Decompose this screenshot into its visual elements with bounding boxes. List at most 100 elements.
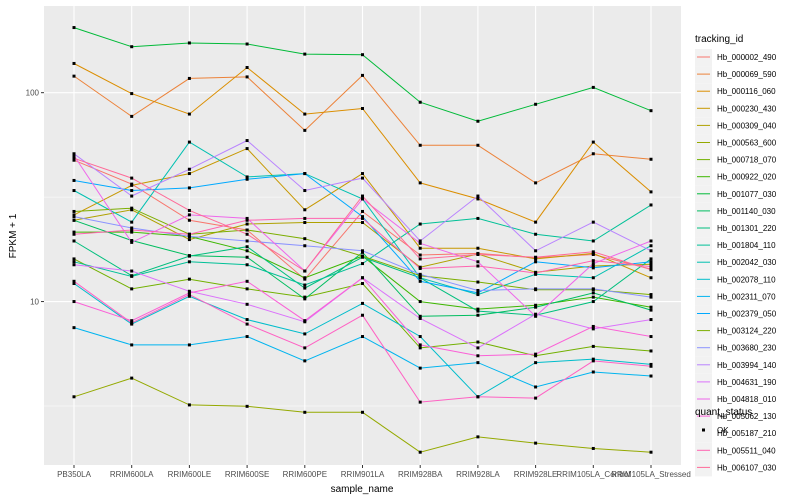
- data-point: [187, 254, 191, 258]
- data-point: [130, 114, 134, 118]
- data-point: [303, 237, 307, 241]
- data-point: [534, 260, 538, 264]
- data-point: [534, 312, 538, 316]
- legend-label: Hb_003124_220: [717, 327, 777, 336]
- data-point: [303, 410, 307, 414]
- data-point: [649, 157, 653, 161]
- data-point: [130, 92, 134, 96]
- x-axis-title: sample_name: [331, 484, 394, 495]
- data-point: [187, 76, 191, 80]
- data-point: [72, 260, 76, 264]
- data-point: [303, 189, 307, 193]
- data-point: [649, 260, 653, 264]
- data-point: [361, 262, 364, 266]
- data-point: [591, 370, 595, 374]
- data-point: [476, 143, 480, 147]
- data-point: [534, 385, 538, 389]
- data-point: [476, 197, 480, 201]
- legend-label: Hb_002379_050: [717, 310, 777, 319]
- legend-label: Hb_000230_430: [717, 104, 777, 113]
- data-point: [245, 216, 249, 220]
- data-point: [303, 295, 307, 299]
- data-point: [418, 450, 422, 454]
- legend-label: Hb_001077_030: [717, 190, 777, 199]
- data-point: [303, 283, 307, 287]
- data-point: [476, 194, 480, 198]
- data-point: [418, 100, 422, 104]
- data-point: [591, 327, 595, 331]
- data-point: [303, 332, 307, 336]
- data-point: [130, 287, 134, 291]
- data-point: [476, 280, 480, 284]
- y-axis-title: FPKM + 1: [8, 213, 19, 258]
- legend-label: Hb_000718_070: [717, 156, 777, 165]
- data-point: [361, 301, 364, 305]
- data-point: [187, 112, 191, 116]
- data-point: [476, 246, 480, 250]
- data-point: [476, 435, 480, 439]
- data-point: [418, 246, 422, 250]
- data-point: [591, 276, 595, 280]
- x-tick-label: RRIM600SE: [225, 470, 269, 479]
- data-point: [534, 102, 538, 106]
- data-point: [245, 239, 249, 243]
- data-point: [245, 222, 249, 226]
- data-point: [130, 206, 134, 210]
- data-point: [245, 65, 249, 69]
- legend-title: tracking_id: [695, 34, 743, 45]
- data-point: [649, 276, 653, 280]
- data-point: [361, 249, 364, 253]
- data-point: [649, 244, 653, 248]
- data-point: [591, 152, 595, 156]
- data-point: [303, 269, 307, 273]
- data-point: [130, 376, 134, 380]
- data-point: [187, 289, 191, 293]
- data-point: [303, 172, 307, 176]
- data-point: [72, 257, 76, 261]
- data-point: [72, 61, 76, 65]
- data-point: [361, 209, 364, 213]
- data-point: [72, 263, 76, 267]
- data-point: [303, 208, 307, 212]
- data-point: [534, 352, 538, 356]
- data-point: [130, 220, 134, 224]
- data-point: [649, 364, 653, 368]
- data-point: [649, 257, 653, 261]
- data-point: [418, 272, 422, 276]
- data-point: [72, 230, 76, 234]
- data-point: [130, 269, 134, 273]
- data-point: [187, 343, 191, 347]
- data-point: [72, 282, 76, 286]
- shape-legend: quant_status OK: [695, 407, 752, 439]
- x-tick-label: RRIM901LA: [341, 470, 385, 479]
- legend-label: Hb_004818_010: [717, 395, 777, 404]
- x-axis: PB350LA RRIM600LA RRIM600LE RRIM600SE RRIM60…: [57, 465, 691, 479]
- data-point: [649, 295, 653, 299]
- data-point: [187, 41, 191, 45]
- data-point: [130, 176, 134, 180]
- data-point: [245, 279, 249, 283]
- data-point: [130, 189, 134, 193]
- data-point: [591, 250, 595, 254]
- data-point: [649, 190, 653, 194]
- data-point: [418, 239, 422, 243]
- data-point: [361, 194, 364, 198]
- data-point: [130, 208, 134, 212]
- data-point: [418, 266, 422, 270]
- data-point: [534, 257, 538, 261]
- data-point: [245, 255, 249, 259]
- data-point: [72, 300, 76, 304]
- data-point: [418, 366, 422, 370]
- data-point: [591, 357, 595, 361]
- data-point: [649, 203, 653, 207]
- x-tick-label: RRIM928BA: [398, 470, 443, 479]
- data-point: [649, 305, 653, 309]
- data-point: [476, 307, 480, 311]
- legend-label: Hb_005187_210: [717, 429, 777, 438]
- data-point: [130, 183, 134, 187]
- legend-label: Hb_002078_110: [717, 275, 776, 284]
- data-point: [245, 245, 249, 249]
- data-point: [361, 215, 364, 219]
- data-point: [72, 279, 76, 283]
